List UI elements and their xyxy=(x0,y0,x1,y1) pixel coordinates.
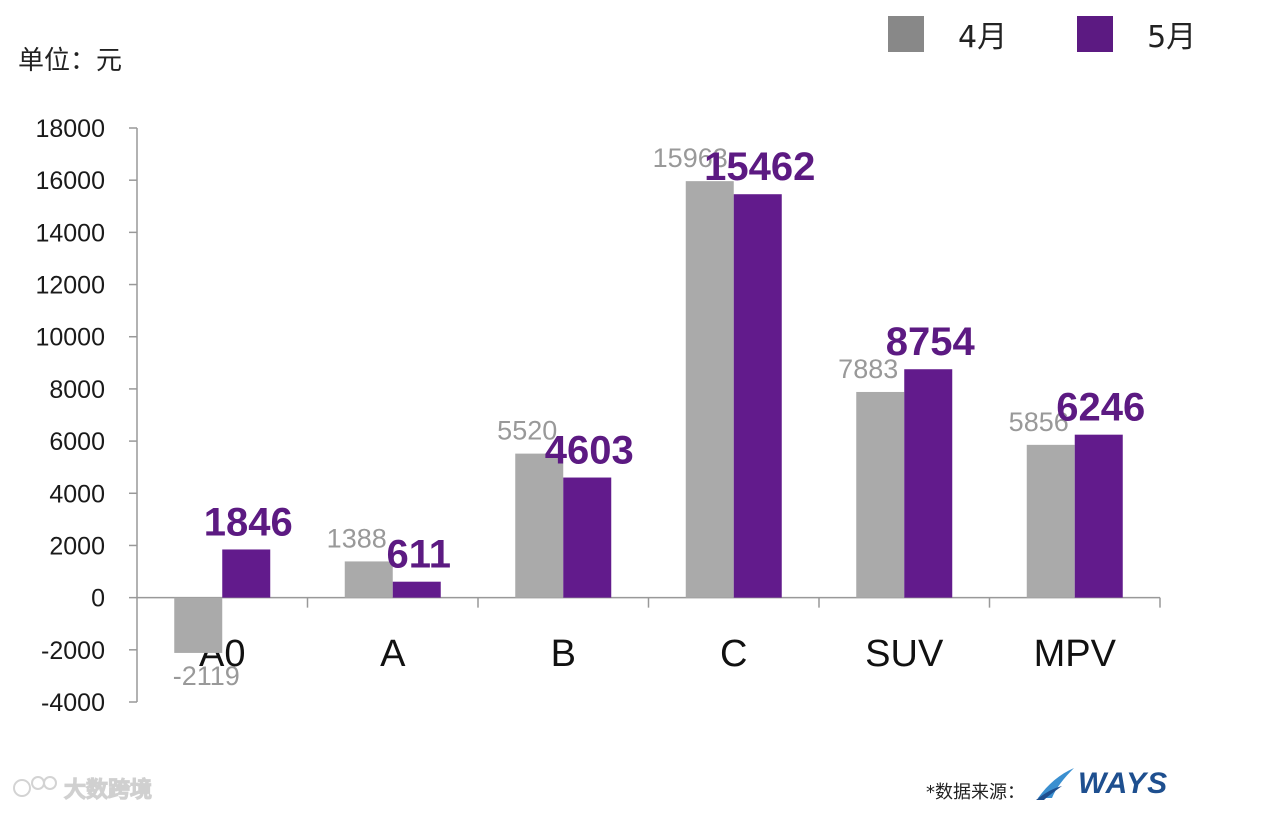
legend-label-april: 4月 xyxy=(958,20,1008,55)
category-label: A xyxy=(380,633,406,675)
bar-april xyxy=(1026,444,1075,598)
y-tick-label: 16000 xyxy=(35,167,105,195)
y-tick-label: 18000 xyxy=(35,115,105,143)
bar-may xyxy=(1074,434,1123,598)
data-label-april: -2119 xyxy=(173,661,240,691)
y-tick-label: -2000 xyxy=(41,637,105,665)
category-label: B xyxy=(551,633,576,675)
category-label: SUV xyxy=(865,633,944,675)
watermark-logo-icon xyxy=(13,776,57,797)
bar-april xyxy=(685,181,734,598)
data-label-april: 5856 xyxy=(1009,407,1069,437)
y-tick-label: 4000 xyxy=(49,480,105,508)
legend-swatch-april xyxy=(888,16,924,52)
ways-swoosh-icon xyxy=(1036,768,1074,800)
legend-item-may: 5月 xyxy=(1077,12,1196,56)
data-label-may: 6246 xyxy=(1056,386,1145,430)
bar-may xyxy=(392,581,441,598)
watermark: 大数跨境 xyxy=(12,772,153,804)
bar-may xyxy=(733,194,782,598)
category-label: MPV xyxy=(1034,633,1117,675)
y-tick-label: 8000 xyxy=(49,376,105,404)
legend: 4月 5月 xyxy=(888,12,1266,56)
ways-logo: WAYS xyxy=(1034,766,1168,802)
y-tick-label: 14000 xyxy=(35,219,105,247)
bar-may xyxy=(904,369,953,598)
data-label-april: 15963 xyxy=(653,143,728,173)
unit-label: 单位：元 xyxy=(18,46,123,76)
y-tick-label: 0 xyxy=(91,585,105,613)
category-label: C xyxy=(720,633,747,675)
data-label-april: 5520 xyxy=(497,416,557,446)
data-label-may: 1846 xyxy=(204,500,293,544)
legend-swatch-may xyxy=(1077,16,1114,52)
legend-label-may: 5月 xyxy=(1147,20,1197,55)
bar-april xyxy=(174,597,223,653)
bar-may xyxy=(222,549,271,598)
data-label-may: 8754 xyxy=(886,320,976,364)
legend-item-april: 4月 xyxy=(888,12,1007,56)
data-source-label: *数据来源： xyxy=(926,782,1025,803)
y-tick-label: 12000 xyxy=(35,272,105,300)
data-label-april: 7883 xyxy=(838,354,898,384)
bar-april xyxy=(856,391,905,598)
ways-logo-text: WAYS xyxy=(1078,767,1169,800)
y-tick-label: -4000 xyxy=(41,689,105,717)
data-label-may: 611 xyxy=(386,533,451,577)
bar-april xyxy=(344,561,393,598)
data-label-may: 15462 xyxy=(704,145,815,189)
y-tick-label: 6000 xyxy=(49,428,105,456)
data-label-may: 4603 xyxy=(545,429,634,473)
y-tick-label: 10000 xyxy=(35,324,105,352)
data-label-april: 1388 xyxy=(327,523,387,553)
bar-may xyxy=(563,477,612,598)
bar-april xyxy=(515,453,564,598)
watermark-text: 大数跨境 xyxy=(63,778,153,804)
y-tick-label: 2000 xyxy=(49,532,105,560)
